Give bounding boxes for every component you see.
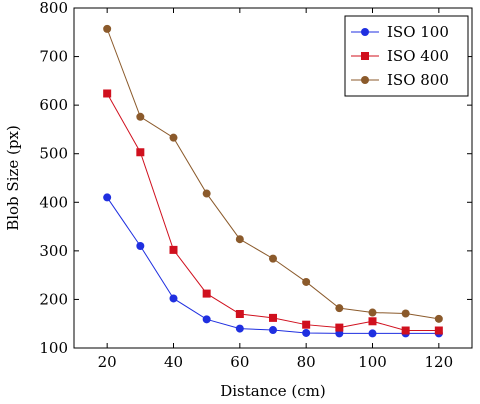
- legend-marker: [361, 76, 369, 84]
- data-point: [202, 315, 211, 324]
- data-point: [269, 254, 277, 263]
- data-point: [202, 289, 211, 298]
- data-point: [169, 245, 178, 254]
- data-point: [103, 193, 112, 202]
- data-point: [269, 313, 277, 322]
- x-tick-label: 20: [98, 353, 117, 371]
- data-point: [136, 112, 145, 121]
- legend-marker: [361, 28, 369, 36]
- legend-label: ISO 800: [387, 71, 449, 89]
- x-tick-label: 40: [164, 353, 183, 371]
- legend-entry: ISO 400: [351, 47, 449, 65]
- data-point: [368, 317, 377, 326]
- data-point: [434, 314, 443, 323]
- x-tick-label: 60: [230, 353, 249, 371]
- data-point: [103, 24, 112, 33]
- y-tick-label: 200: [39, 290, 68, 308]
- y-tick-label: 600: [39, 96, 68, 114]
- data-point: [335, 304, 344, 313]
- data-point: [235, 235, 244, 244]
- legend-marker: [361, 52, 369, 60]
- y-tick-label: 800: [39, 0, 68, 17]
- y-tick-label: 500: [39, 145, 68, 163]
- data-point: [269, 326, 277, 335]
- data-point: [401, 326, 410, 335]
- data-point: [302, 277, 311, 286]
- legend-entry: ISO 100: [351, 23, 449, 41]
- data-point: [103, 89, 112, 98]
- y-axis-label: Blob Size (px): [4, 125, 22, 231]
- y-tick-label: 300: [39, 242, 68, 260]
- y-tick-label: 100: [39, 339, 68, 357]
- plot-frame: [73, 7, 473, 349]
- data-point: [136, 148, 145, 157]
- data-point: [368, 308, 377, 317]
- data-point: [335, 323, 344, 332]
- x-axis-label: Distance (cm): [220, 382, 326, 400]
- series-line: [106, 93, 439, 332]
- data-point: [169, 294, 178, 303]
- y-tick-label: 400: [39, 193, 68, 211]
- legend-label: ISO 100: [387, 23, 449, 41]
- legend: ISO 100 ISO 400 ISO 800: [344, 15, 469, 97]
- data-point: [235, 310, 244, 318]
- ticks: 20 40 60 80 100 120 100 200 300 400 500 600 700 800: [39, 0, 472, 371]
- data-point: [136, 242, 145, 250]
- series-3: [103, 24, 443, 323]
- data-point: [434, 326, 443, 335]
- legend-label: ISO 400: [387, 47, 449, 65]
- series-2: [103, 89, 443, 335]
- data-point: [169, 133, 178, 142]
- data-point: [302, 328, 311, 337]
- x-tick-label: 80: [297, 353, 316, 371]
- data-point: [368, 329, 377, 338]
- x-tick-label: 120: [425, 353, 454, 371]
- legend-entry: ISO 800: [351, 71, 449, 89]
- data-point: [202, 189, 211, 198]
- data-point: [235, 324, 244, 333]
- series-layer: [103, 24, 443, 338]
- y-tick-label: 700: [39, 48, 68, 66]
- data-point: [302, 320, 311, 329]
- data-point: [401, 309, 410, 318]
- x-tick-label: 100: [358, 353, 387, 371]
